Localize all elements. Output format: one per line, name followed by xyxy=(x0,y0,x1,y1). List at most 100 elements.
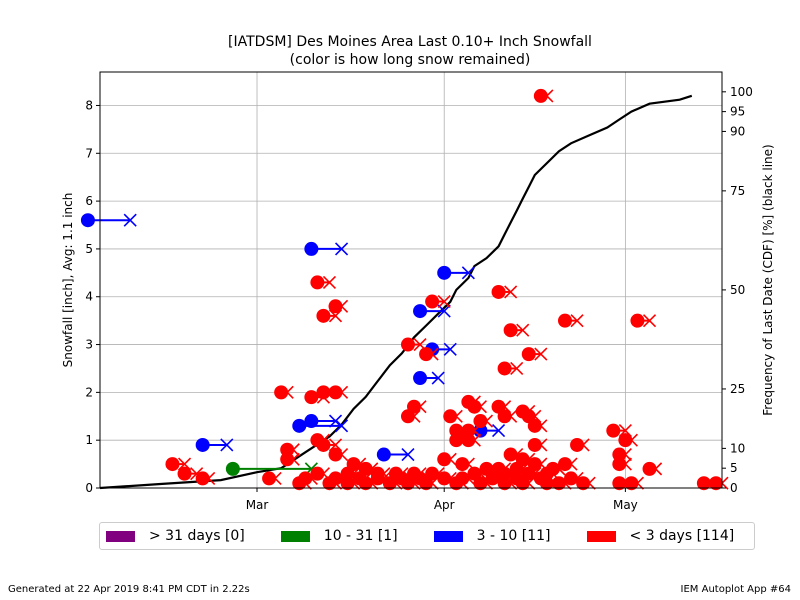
start-marker xyxy=(280,442,295,457)
y-tick-label: 8 xyxy=(85,98,93,112)
y2-tick-label: 5 xyxy=(730,461,738,475)
start-marker xyxy=(328,299,343,314)
y2-axis-label: Frequency of Last Date (CDF) [%] (black … xyxy=(761,144,775,415)
legend-item-3-10-days: 3 - 10 [11] xyxy=(428,528,551,544)
start-marker xyxy=(400,409,415,424)
start-marker xyxy=(527,437,542,452)
start-marker xyxy=(473,414,488,429)
y2-tick-label: 95 xyxy=(730,105,745,119)
start-marker xyxy=(225,461,240,476)
start-marker xyxy=(165,457,180,472)
start-marker xyxy=(310,275,325,290)
start-marker xyxy=(497,361,512,376)
start-marker xyxy=(612,447,627,462)
start-marker xyxy=(425,294,440,309)
start-marker xyxy=(570,437,585,452)
start-marker xyxy=(491,284,506,299)
end-marker xyxy=(437,294,451,309)
start-marker xyxy=(557,457,572,472)
start-marker xyxy=(310,466,325,481)
start-marker xyxy=(400,337,415,352)
start-marker xyxy=(461,433,476,448)
footer-generated: Generated at 22 Apr 2019 8:41 PM CDT in … xyxy=(8,584,250,595)
start-marker xyxy=(606,423,621,438)
legend-swatch xyxy=(586,530,616,542)
end-marker xyxy=(534,347,548,361)
start-marker xyxy=(473,476,488,491)
start-marker xyxy=(503,447,518,462)
end-marker xyxy=(322,275,337,289)
start-marker xyxy=(612,457,627,472)
y-axis-label: Snowfall [inch], Avg: 1.1 inch xyxy=(61,193,75,368)
legend-label: 10 - 31 [1] xyxy=(323,528,398,544)
start-marker xyxy=(328,385,343,400)
legend-label: > 31 days [0] xyxy=(149,528,245,544)
footer-app: IEM Autoplot App #64 xyxy=(680,584,791,595)
start-marker xyxy=(304,390,319,405)
start-marker xyxy=(485,471,500,486)
x-tick-label: Mar xyxy=(246,498,269,512)
end-marker xyxy=(413,337,427,352)
legend-swatch xyxy=(106,530,135,542)
start-marker xyxy=(80,213,95,228)
end-marker xyxy=(570,314,584,328)
y-tick-label: 5 xyxy=(85,242,93,256)
end-marker xyxy=(316,390,331,404)
start-marker xyxy=(358,476,373,491)
start-marker xyxy=(195,437,210,452)
plot-frame xyxy=(99,71,723,489)
start-marker xyxy=(449,433,464,448)
start-marker xyxy=(340,466,355,481)
legend-item-10-31-days: 10 - 31 [1] xyxy=(275,528,398,544)
x-tick-label: Apr xyxy=(434,498,455,512)
end-marker xyxy=(334,242,349,256)
start-marker xyxy=(443,409,458,424)
end-marker xyxy=(504,285,518,299)
legend-label: 3 - 10 [11] xyxy=(476,528,551,544)
y2-tick-label: 10 xyxy=(730,441,745,455)
start-marker xyxy=(527,418,542,433)
chart-subtitle: (color is how long snow remained) xyxy=(290,52,531,68)
x-tick-label: May xyxy=(613,498,638,512)
start-marker xyxy=(624,476,639,491)
start-marker xyxy=(503,323,518,338)
grid-lines xyxy=(100,72,722,489)
start-marker xyxy=(708,476,723,491)
start-marker xyxy=(370,471,385,486)
start-marker xyxy=(280,452,295,467)
start-marker xyxy=(467,399,482,414)
end-marker xyxy=(443,342,457,356)
end-marker xyxy=(461,266,475,280)
start-marker xyxy=(419,347,434,362)
start-marker xyxy=(497,476,512,491)
start-marker xyxy=(382,476,397,491)
start-marker xyxy=(328,447,343,462)
end-marker xyxy=(516,323,530,337)
start-marker xyxy=(316,437,331,452)
start-marker xyxy=(400,476,415,491)
start-marker xyxy=(316,308,331,323)
start-marker xyxy=(292,418,307,433)
legend-item-over-31-days: > 31 days [0] xyxy=(100,528,245,544)
start-marker xyxy=(304,414,319,429)
axes: 0 1 2 3 4 5 6 7 8 Mar Apr May 0 5 10 25 50 75 90 95 100 xyxy=(85,85,753,512)
y-tick-label: 1 xyxy=(85,433,93,447)
start-marker xyxy=(521,347,536,362)
legend: > 31 days [0] 10 - 31 [1] 3 - 10 [11] < … xyxy=(99,522,755,550)
start-marker xyxy=(195,471,210,486)
start-marker xyxy=(274,385,289,400)
cdf-line-group xyxy=(99,94,693,490)
end-marker xyxy=(401,447,415,462)
start-marker xyxy=(533,88,548,103)
start-marker xyxy=(322,476,337,491)
end-marker xyxy=(123,213,137,227)
y-tick-label: 0 xyxy=(85,481,93,495)
start-marker xyxy=(419,476,434,491)
start-marker xyxy=(576,476,591,491)
start-marker xyxy=(551,476,566,491)
start-marker xyxy=(618,433,633,448)
end-marker xyxy=(328,309,343,323)
end-marker xyxy=(431,371,445,385)
start-marker xyxy=(316,385,331,400)
